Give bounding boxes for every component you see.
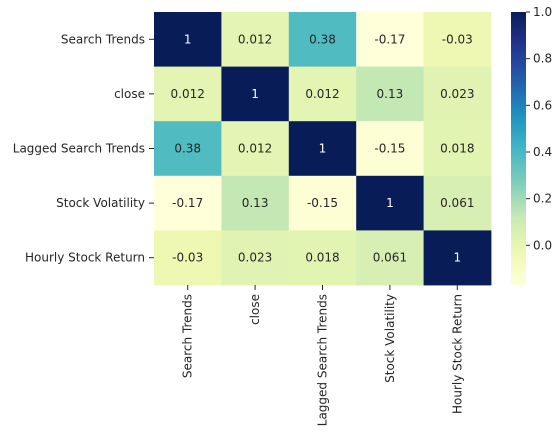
cell-value-label: 1	[184, 32, 192, 46]
colorbar-tick-label: 0.2	[533, 192, 552, 206]
heatmap-cell	[356, 12, 424, 67]
heatmap-cell	[221, 230, 290, 286]
y-axis-tick-labels: Search Trends close Lagged Search Trends St…	[13, 32, 154, 265]
x-tick-label: Search Trends	[181, 294, 195, 378]
colorbar-tick-label: 0.4	[533, 145, 552, 159]
cell-value-label: -0.03	[172, 251, 203, 265]
cell-value-label: 0.38	[174, 142, 201, 156]
heatmap-cell	[154, 12, 222, 67]
cell-value-label: 0.012	[238, 32, 272, 46]
heatmap-cell	[221, 175, 290, 231]
colorbar-gradient	[511, 12, 526, 285]
x-axis-tick-labels: Search Trends close Lagged Search Trends St…	[181, 285, 464, 426]
colorbar: 0.0 0.2 0.4 0.6 0.8 1.0	[511, 5, 552, 285]
x-tick-label: Stock Volatility	[383, 294, 397, 383]
cell-value-label: 0.012	[171, 87, 205, 101]
heatmap-cell	[423, 175, 492, 231]
cell-value-label: 0.13	[377, 87, 404, 101]
cell-value-label: 1	[453, 251, 461, 265]
cell-value-label: -0.15	[374, 142, 405, 156]
colorbar-tick-label: 1.0	[533, 5, 552, 19]
cell-value-label: -0.15	[307, 196, 338, 210]
y-tick-label: Lagged Search Trends	[13, 142, 145, 156]
cell-value-label: 0.023	[440, 87, 474, 101]
x-tick-label: close	[248, 294, 262, 325]
cell-value-label: 0.018	[440, 142, 474, 156]
cell-value-label: 1	[319, 142, 327, 156]
colorbar-tick-label: 0.0	[533, 238, 552, 252]
y-tick-label: Search Trends	[61, 32, 145, 46]
cell-value-label: 0.012	[305, 87, 339, 101]
heatmap-cell	[423, 121, 492, 177]
heatmap-cell	[288, 175, 357, 231]
y-tick-label: Hourly Stock Return	[25, 251, 145, 265]
heatmap-cell	[154, 230, 222, 286]
heatmap-cell	[154, 66, 222, 122]
heatmap-cell	[423, 66, 492, 122]
heatmap-cell	[423, 230, 492, 286]
heatmap-cell	[221, 12, 290, 67]
heatmap-cell	[288, 66, 357, 122]
cell-value-label: 0.061	[373, 251, 407, 265]
cell-value-label: 0.38	[309, 32, 336, 46]
cell-value-label: -0.03	[442, 32, 473, 46]
heatmap-cells	[154, 12, 492, 286]
x-tick-label: Hourly Stock Return	[450, 294, 464, 414]
cell-value-label: 0.13	[242, 196, 269, 210]
heatmap-cell	[288, 230, 357, 286]
x-tick-label: Lagged Search Trends	[316, 294, 330, 426]
colorbar-tick-label: 0.8	[533, 52, 552, 66]
heatmap-cell-labels: 1 0.012 0.38 -0.17 -0.03 0.012 1 0.012 0.13 0.023…	[171, 32, 475, 264]
cell-value-label: 1	[386, 196, 394, 210]
heatmap-cell	[221, 121, 290, 177]
heatmap-cell	[356, 66, 424, 122]
heatmap-cell	[356, 175, 424, 231]
cell-value-label: -0.17	[172, 196, 203, 210]
heatmap-cell	[288, 12, 357, 67]
cell-value-label: 1	[251, 87, 259, 101]
cell-value-label: -0.17	[374, 32, 405, 46]
heatmap-cell	[356, 230, 424, 286]
heatmap-cell	[154, 175, 222, 231]
colorbar-tick-label: 0.6	[533, 98, 552, 112]
cell-value-label: 0.012	[238, 142, 272, 156]
cell-value-label: 0.018	[305, 251, 339, 265]
cell-value-label: 0.061	[440, 196, 474, 210]
cell-value-label: 0.023	[238, 251, 272, 265]
y-tick-label: Stock Volatility	[56, 196, 145, 210]
heatmap-cell	[154, 121, 222, 177]
y-tick-label: close	[114, 87, 145, 101]
heatmap-cell	[356, 121, 424, 177]
heatmap-cell	[288, 121, 357, 177]
heatmap-cell	[423, 12, 492, 67]
heatmap-cell	[221, 66, 290, 122]
